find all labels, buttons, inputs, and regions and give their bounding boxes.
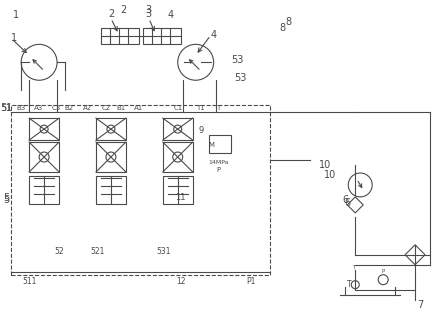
Text: 511: 511: [22, 277, 36, 286]
Text: C2: C2: [101, 105, 110, 111]
Text: 51: 51: [0, 103, 12, 113]
Circle shape: [106, 152, 116, 162]
Text: T: T: [352, 265, 355, 270]
Bar: [11, 105, 271, 275]
Bar: [96, 142, 126, 172]
Text: 7: 7: [417, 300, 423, 309]
Text: 5: 5: [3, 193, 9, 203]
Text: 9: 9: [198, 126, 203, 135]
Circle shape: [40, 125, 48, 133]
Text: 8: 8: [280, 24, 285, 33]
Bar: [209, 135, 231, 153]
Text: 3: 3: [146, 9, 152, 19]
Bar: [29, 118, 59, 140]
Text: 12: 12: [176, 277, 186, 286]
Circle shape: [107, 125, 115, 133]
Text: 2: 2: [120, 5, 126, 15]
Bar: [96, 176, 126, 204]
Text: 3: 3: [146, 5, 152, 15]
Circle shape: [174, 125, 182, 133]
Text: P: P: [381, 269, 385, 274]
Text: 4: 4: [168, 10, 174, 20]
Text: T: T: [347, 280, 352, 289]
Text: B2: B2: [65, 105, 74, 111]
Text: 52: 52: [54, 247, 64, 256]
Circle shape: [39, 152, 49, 162]
Text: A3: A3: [34, 105, 43, 111]
Text: B3: B3: [16, 105, 26, 111]
Text: 6: 6: [342, 195, 348, 205]
Circle shape: [173, 152, 183, 162]
Text: B1: B1: [116, 105, 125, 111]
Text: 521: 521: [91, 247, 105, 256]
Text: A2: A2: [83, 105, 93, 111]
Text: 1: 1: [13, 10, 19, 20]
Text: 531: 531: [156, 247, 171, 256]
Text: 6: 6: [344, 198, 350, 208]
Text: 51: 51: [1, 104, 11, 113]
Text: 10: 10: [319, 160, 331, 170]
Text: M: M: [209, 142, 215, 148]
Bar: [163, 176, 193, 204]
Text: 53: 53: [234, 73, 247, 83]
Text: 11: 11: [175, 194, 186, 202]
Text: 8: 8: [285, 17, 291, 28]
Text: 2: 2: [108, 9, 114, 19]
Bar: [29, 176, 59, 204]
Bar: [29, 142, 59, 172]
Text: 1: 1: [11, 33, 17, 43]
Text: A1: A1: [134, 105, 144, 111]
Text: T1: T1: [196, 105, 205, 111]
Text: 5: 5: [3, 195, 9, 205]
Text: P: P: [217, 167, 221, 173]
Text: T: T: [217, 105, 221, 111]
Text: 53: 53: [231, 55, 244, 65]
Text: 4: 4: [210, 30, 217, 40]
Bar: [163, 118, 193, 140]
Text: 14MPa: 14MPa: [209, 160, 229, 165]
Text: C3: C3: [51, 105, 61, 111]
Bar: [96, 118, 126, 140]
Bar: [101, 28, 139, 44]
Text: 10: 10: [324, 170, 336, 180]
Text: C1: C1: [174, 105, 183, 111]
Text: P1: P1: [246, 277, 255, 286]
Bar: [163, 142, 193, 172]
Bar: [143, 28, 181, 44]
